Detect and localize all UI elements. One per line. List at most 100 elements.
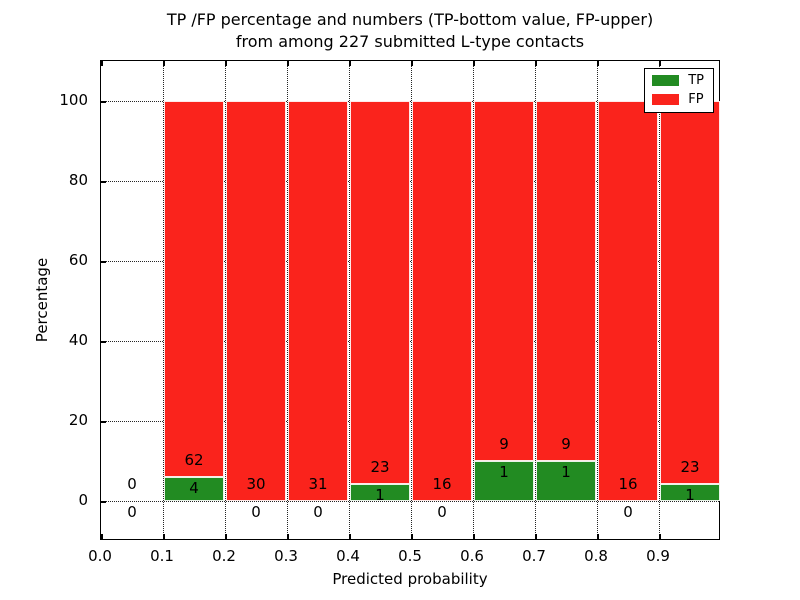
legend-label-tp: TP — [688, 73, 704, 88]
y-tick-mark — [101, 341, 106, 343]
bar-segment-fp — [350, 101, 410, 485]
chart-title-line2: from among 227 submitted L-type contacts — [235, 32, 585, 51]
y-axis-label: Percentage — [33, 257, 51, 343]
tp-count-label: 1 — [375, 486, 385, 505]
tp-count-label: 0 — [437, 503, 447, 521]
y-tick-label: 40 — [68, 331, 88, 349]
x-tick-label: 0.4 — [336, 547, 360, 565]
x-tick-mark — [287, 534, 289, 539]
tp-count-label: 1 — [685, 486, 695, 505]
bar-segment-tp — [474, 461, 534, 501]
x-tick-label: 0.3 — [274, 547, 298, 565]
y-tick-label: 0 — [78, 491, 88, 509]
bar-segment-fp — [412, 101, 472, 501]
y-tick-mark — [101, 261, 106, 263]
x-tick-mark-top — [535, 61, 537, 66]
x-tick-label: 0.0 — [88, 547, 112, 565]
x-tick-mark — [659, 534, 661, 539]
gridline-horizontal — [101, 261, 719, 262]
gridline-vertical — [163, 61, 164, 539]
x-tick-mark-top — [349, 61, 351, 66]
legend-label-fp: FP — [688, 92, 704, 107]
x-tick-mark-top — [473, 61, 475, 66]
legend: TP FP — [644, 68, 714, 113]
gridline-vertical — [225, 61, 226, 539]
gridline-vertical — [287, 61, 288, 539]
x-tick-mark-top — [163, 61, 165, 66]
x-tick-mark-top — [659, 61, 661, 66]
gridline-vertical — [473, 61, 474, 539]
plot-area: TP FP 0 0 62 4 30 0 31 0 23 1 16 0 9 1 9 1 16 0 23 1 — [100, 60, 720, 540]
bar-segment-fp — [226, 101, 286, 501]
bar-segment-fp — [536, 101, 596, 461]
x-tick-mark — [225, 534, 227, 539]
x-tick-mark — [349, 534, 351, 539]
tp-count-label: 0 — [623, 503, 633, 521]
tp-count-label: 0 — [313, 503, 323, 521]
gridline-vertical — [349, 61, 350, 539]
chart-title-line1: TP /FP percentage and numbers (TP-bottom… — [166, 10, 654, 29]
bar-segment-tp — [350, 484, 410, 501]
x-tick-mark — [163, 534, 165, 539]
fp-count-label: 30 — [246, 475, 266, 493]
fp-count-label: 9 — [499, 435, 509, 453]
y-tick-label: 100 — [59, 91, 88, 109]
fp-swatch — [652, 94, 680, 105]
tp-count-label: 4 — [189, 478, 199, 497]
tp-count-label: 0 — [127, 503, 137, 521]
tp-count-label: 0 — [251, 503, 261, 521]
y-tick-label: 60 — [68, 251, 88, 269]
x-tick-mark — [473, 534, 475, 539]
bar-segment-fp — [164, 101, 224, 477]
tp-count-label: 1 — [499, 463, 509, 481]
gridline-horizontal — [101, 181, 719, 182]
y-tick-label: 20 — [68, 411, 88, 429]
y-tick-mark — [101, 181, 106, 183]
x-tick-mark — [535, 534, 537, 539]
x-tick-label: 0.6 — [460, 547, 484, 565]
gridline-vertical — [659, 61, 660, 539]
x-tick-mark-top — [597, 61, 599, 66]
x-tick-mark — [597, 534, 599, 539]
y-tick-mark — [101, 421, 106, 423]
x-tick-mark — [411, 534, 413, 539]
fp-count-label: 16 — [432, 475, 452, 493]
x-tick-mark-top — [101, 61, 103, 66]
bar-segment-tp — [536, 461, 596, 501]
fp-count-label: 16 — [618, 475, 638, 493]
fp-count-label: 62 — [184, 450, 204, 469]
legend-item-tp: TP — [652, 74, 704, 87]
x-tick-label: 0.5 — [398, 547, 422, 565]
x-axis-label: Predicted probability — [332, 570, 488, 588]
x-tick-mark-top — [287, 61, 289, 66]
x-tick-label: 0.8 — [584, 547, 608, 565]
x-tick-mark-top — [411, 61, 413, 66]
x-tick-label: 0.9 — [646, 547, 670, 565]
x-tick-mark — [101, 534, 103, 539]
gridline-horizontal — [101, 101, 719, 102]
y-tick-label: 80 — [68, 171, 88, 189]
fp-count-label: 23 — [680, 458, 700, 477]
gridline-vertical — [597, 61, 598, 539]
bar-segment-fp — [474, 101, 534, 461]
legend-item-fp: FP — [652, 93, 704, 106]
y-tick-mark — [101, 101, 106, 103]
fp-count-label: 0 — [127, 475, 137, 493]
y-tick-mark — [101, 501, 106, 503]
x-tick-label: 0.7 — [522, 547, 546, 565]
gridline-horizontal — [101, 421, 719, 422]
fp-count-label: 23 — [370, 458, 390, 477]
gridline-horizontal — [101, 501, 719, 502]
bar-segment-tp — [164, 476, 224, 501]
x-tick-label: 0.2 — [212, 547, 236, 565]
tp-swatch — [652, 75, 680, 86]
fp-count-label: 9 — [561, 435, 571, 453]
bar-segment-fp — [288, 101, 348, 501]
gridline-horizontal — [101, 341, 719, 342]
bar-segment-fp — [660, 101, 720, 485]
fp-count-label: 31 — [308, 475, 328, 493]
x-tick-label: 0.1 — [150, 547, 174, 565]
gridline-vertical — [411, 61, 412, 539]
x-tick-mark-top — [225, 61, 227, 66]
